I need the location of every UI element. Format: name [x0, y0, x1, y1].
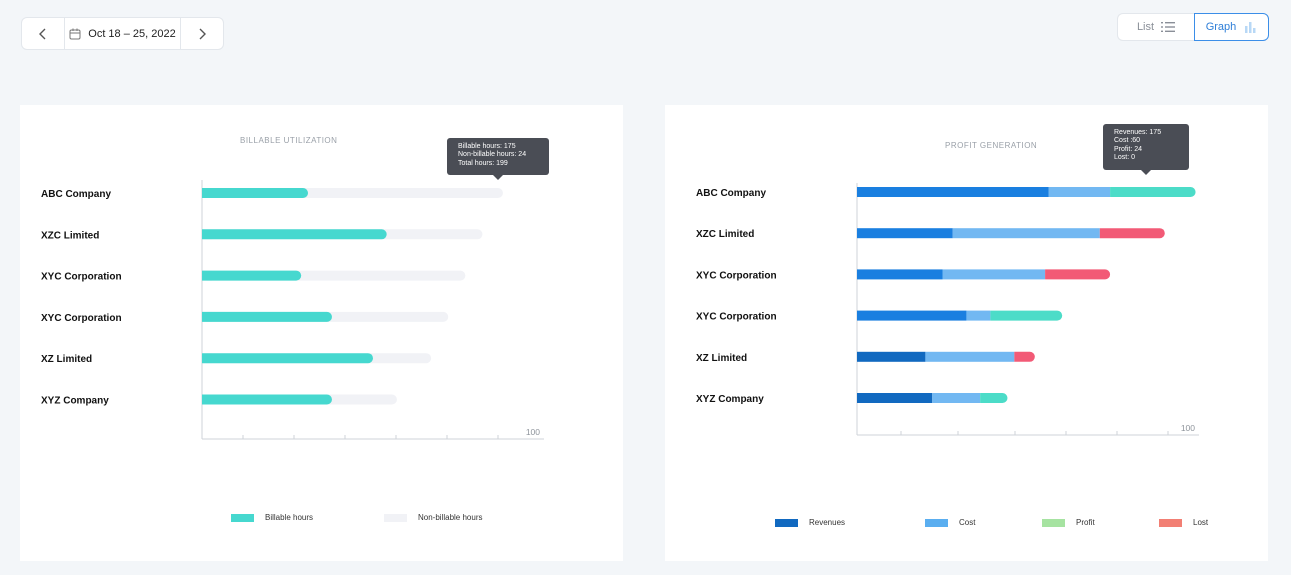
- legend-item-profit: Profit: [1042, 518, 1159, 527]
- legend-label: Non-billable hours: [418, 513, 483, 522]
- bar-segment-cost: [952, 228, 1100, 239]
- category-label: ABC Company: [41, 189, 111, 200]
- tooltip-line: Lost: 0: [1114, 154, 1136, 162]
- category-label: XYZ Company: [696, 394, 764, 405]
- chart-tooltip: Revenues: 175 Cost :60 Profit: 24 Lost: …: [1103, 124, 1189, 175]
- legend-label: Revenues: [809, 518, 846, 527]
- profit-generation-card: PROFIT GENERATION 100 ABC Company XZC Limi…: [665, 105, 1268, 561]
- profit-generation-chart: 100 ABC Company XZC Limited XYC Corporation…: [696, 183, 1199, 436]
- category-label: XYC Corporation: [696, 312, 777, 323]
- bar-chart-icon: [1245, 22, 1256, 33]
- legend-label: Profit: [1076, 518, 1095, 527]
- tooltip-line: Non-billable hours: 24: [458, 151, 527, 159]
- category-label: XZ Limited: [696, 353, 747, 364]
- tooltip-line: Billable hours: 175: [458, 143, 516, 150]
- chart-tooltip: Billable hours: 175 Non-billable hours: …: [447, 138, 549, 180]
- chart-title: BILLABLE UTILIZATION: [240, 136, 338, 145]
- bar-segment-billable-hours: [202, 394, 332, 405]
- tooltip-line: Revenues: 175: [1114, 129, 1162, 136]
- bar-segment-billable-hours: [202, 229, 387, 240]
- legend-item-lost: Lost: [1159, 518, 1208, 527]
- legend-item-revenues: Revenues: [775, 518, 925, 527]
- list-view-button[interactable]: List: [1117, 13, 1194, 41]
- tooltip-line: Cost :60: [1114, 137, 1141, 145]
- list-icon: [1161, 22, 1176, 32]
- bar-segment-revenues: [857, 228, 953, 239]
- bar-segment-profit: [980, 393, 1008, 403]
- date-range-label: Oct 18 – 25, 2022: [88, 27, 176, 40]
- bar-segment-cost: [966, 310, 991, 321]
- legend-label: Billable hours: [265, 513, 314, 522]
- category-label: XYC Corporation: [696, 270, 777, 281]
- category-label: XYC Corporation: [41, 313, 122, 324]
- chevron-right-icon: [199, 28, 206, 39]
- x-tick-label: 100: [1181, 423, 1195, 433]
- x-tick-label: 100: [526, 427, 540, 437]
- chart-title: PROFIT GENERATION: [945, 141, 1038, 150]
- next-week-button[interactable]: [181, 18, 223, 49]
- bar-segment-lost: [1045, 269, 1111, 280]
- date-range-picker[interactable]: Oct 18 – 25, 2022: [64, 18, 181, 49]
- bar-segment-revenues: [857, 310, 967, 321]
- date-range-navigator: Oct 18 – 25, 2022: [21, 17, 224, 50]
- bar-segment-revenues: [857, 393, 933, 403]
- legend-swatch: [1159, 518, 1182, 527]
- previous-week-button[interactable]: [22, 18, 64, 49]
- list-view-label: List: [1136, 21, 1155, 33]
- graph-view-button[interactable]: Graph: [1194, 13, 1269, 41]
- bar-segment-revenues: [857, 269, 943, 280]
- chevron-left-icon: [39, 28, 46, 39]
- billable-utilization-chart: 100 ABC Company XZC Limited XYC Corporation…: [41, 180, 544, 440]
- category-label: XZC Limited: [696, 229, 754, 240]
- bar-segment-lost: [1014, 351, 1035, 362]
- view-toggle: List Graph: [1117, 13, 1269, 41]
- bar-segment-billable-hours: [202, 311, 332, 322]
- category-label: XYC Corporation: [41, 272, 122, 283]
- graph-view-label: Graph: [1205, 21, 1237, 33]
- category-label: XYZ Company: [41, 396, 109, 407]
- legend-swatch: [1042, 518, 1065, 527]
- tooltip-line: Profit: 24: [1114, 145, 1143, 153]
- legend-label: Lost: [1193, 518, 1209, 527]
- bar-segment-cost: [925, 351, 1015, 362]
- legend-item-cost: Cost: [925, 518, 1042, 527]
- billable-utilization-card: BILLABLE UTILIZATION 100 ABC Company XZC L…: [20, 105, 623, 561]
- category-label: XZ Limited: [41, 354, 92, 365]
- category-label: XZC Limited: [41, 230, 99, 241]
- chart-legend: Billable hours Non-billable hours: [231, 513, 482, 522]
- bar-segment-revenues: [857, 351, 926, 362]
- bar-segment-billable-hours: [202, 353, 373, 364]
- calendar-icon: [69, 28, 81, 39]
- bar-segment-cost: [932, 393, 981, 403]
- bar-segment-revenues: [857, 187, 1049, 197]
- chart-legend: Revenues Cost Profit Lost: [775, 518, 1208, 527]
- tooltip-line: Total hours: 199: [458, 159, 508, 167]
- bar-segment-cost: [942, 269, 1046, 280]
- bar-segment-billable-hours: [202, 270, 302, 281]
- legend-swatch: [231, 513, 254, 522]
- legend-item-billable: Billable hours: [231, 513, 384, 522]
- legend-item-nonbillable: Non-billable hours: [384, 513, 482, 522]
- legend-swatch: [925, 518, 948, 527]
- category-label: ABC Company: [696, 188, 766, 199]
- bar-segment-billable-hours: [202, 188, 309, 198]
- bar-segment-profit: [990, 310, 1063, 321]
- legend-swatch: [384, 513, 407, 522]
- bar-segment-cost: [1048, 187, 1111, 197]
- bar-segment-profit: [1110, 187, 1196, 197]
- bar-segment-lost: [1099, 228, 1165, 239]
- legend-label: Cost: [959, 518, 976, 527]
- legend-swatch: [775, 518, 798, 527]
